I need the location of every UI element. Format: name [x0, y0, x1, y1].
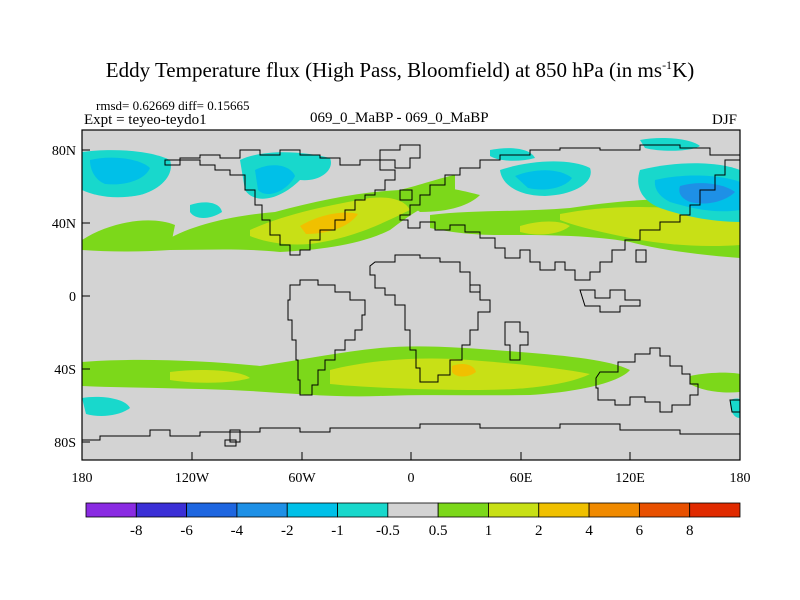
- lon-tick-label: 120W: [175, 471, 210, 486]
- colorbar-swatch: [538, 502, 590, 518]
- contour-fill-green-2: [400, 186, 480, 212]
- map-plot-area: [82, 130, 740, 460]
- contour-fill-cyan-3: [190, 202, 222, 218]
- lat-tick-label: 40N: [52, 217, 76, 232]
- coastline-north-america: [164, 149, 396, 256]
- contour-fill-cyan-6: [490, 148, 535, 161]
- colorbar-swatch: [638, 502, 691, 518]
- contour-fill-yellowgreen-3: [520, 221, 570, 235]
- diff-label: diff= 0.15665: [178, 98, 250, 113]
- center-label: 069_0_MaBP - 069_0_MaBP: [310, 110, 489, 126]
- coastline-indonesia: [579, 289, 641, 313]
- stats-line: rmsd= 0.62669 diff= 0.15665: [96, 98, 249, 114]
- coastline-eurasia: [399, 144, 740, 281]
- colorbar-tick-label: -1: [331, 523, 344, 539]
- colorbar-swatch: [186, 502, 238, 518]
- contour-fill-lightblue-2: [255, 165, 295, 195]
- colorbar-tick-label: -0.5: [376, 523, 400, 539]
- colorbar-tick-label: -4: [231, 523, 244, 539]
- lat-tick-label: 80S: [54, 436, 76, 451]
- colorbar-swatch: [689, 502, 741, 518]
- coastline-madagascar: [504, 321, 529, 361]
- colorbar-swatch: [236, 502, 288, 518]
- coastline-antarctic-peninsula: [229, 429, 241, 443]
- colorbar-swatch: [85, 502, 137, 518]
- colorbar-tick-label: -8: [130, 523, 143, 539]
- lon-tick-label: 60E: [510, 471, 533, 486]
- lat-axis: 80N 40N 0 40S 80S: [52, 144, 90, 451]
- title-tail: K): [672, 58, 695, 82]
- lon-tick-label: 120E: [615, 471, 645, 486]
- coastline-africa: [369, 254, 491, 383]
- lon-axis: 180 120W 60W 0 60E 120E 180: [72, 452, 751, 486]
- contour-fill-cyan-sh: [82, 396, 130, 416]
- contour-fills: [82, 138, 740, 418]
- colorbar-swatch: [588, 502, 640, 518]
- lon-tick-label: 180: [72, 471, 93, 486]
- contour-fill-lightblue-3: [515, 170, 572, 190]
- lon-tick-label: 0: [408, 471, 415, 486]
- colorbar-tick-label: 4: [585, 523, 593, 539]
- colorbar-swatch: [337, 502, 389, 518]
- title-superscript: -1: [662, 58, 673, 72]
- contour-fill-green-sh-2: [690, 372, 740, 393]
- expt-label: Expt = teyeo-teydo1: [84, 112, 207, 128]
- colorbar-swatch: [286, 502, 338, 518]
- contour-fill-orange-sh: [452, 364, 476, 377]
- coastline-australia: [595, 347, 699, 413]
- coastline-uk: [399, 189, 413, 201]
- rmsd-label: rmsd= 0.62669: [96, 98, 175, 113]
- contour-fill-yellowgreen-sh-2: [170, 370, 250, 383]
- contour-fill-orange: [300, 212, 358, 234]
- contour-fill-blue: [679, 183, 735, 204]
- colorbar-tick-label: 2: [535, 523, 543, 539]
- coastlines: [82, 144, 740, 447]
- lat-tick-label: 0: [69, 290, 76, 305]
- lon-tick-label: 60W: [288, 471, 316, 486]
- colorbar-tick-label: -6: [180, 523, 193, 539]
- season-label: DJF: [712, 112, 738, 128]
- contour-fill-green-3: [82, 220, 175, 252]
- coastline-island: [469, 284, 481, 293]
- coastline-japan: [635, 249, 647, 263]
- colorbar: -8 -6 -4 -2 -1 -0.5 0.5 1 2 4 6 8: [85, 502, 741, 539]
- colorbar-swatch: [437, 502, 489, 518]
- colorbar-tick-label: 0.5: [429, 523, 448, 539]
- colorbar-tick-label: 1: [485, 523, 493, 539]
- plot-title: Eddy Temperature flux (High Pass, Bloomf…: [0, 58, 800, 83]
- title-main: Eddy Temperature flux (High Pass, Bloomf…: [105, 58, 663, 82]
- lon-tick-label: 180: [730, 471, 751, 486]
- colorbar-tick-label: 8: [686, 523, 694, 539]
- contour-fill-cyan-sh-2: [730, 398, 740, 418]
- colorbar-tick-label: 6: [636, 523, 644, 539]
- colorbar-swatch: [135, 502, 188, 518]
- coastline-south-america: [287, 279, 366, 396]
- coastline-island-south: [224, 439, 237, 447]
- coastline-greenland: [379, 144, 421, 169]
- coastline-antarctica: [82, 423, 740, 441]
- lat-tick-label: 40S: [54, 363, 76, 378]
- lat-tick-label: 80N: [52, 144, 76, 159]
- colorbar-tick-label: -2: [281, 523, 294, 539]
- colorbar-swatch: [387, 502, 439, 518]
- contour-fill-lightblue: [90, 157, 150, 185]
- colorbar-swatch: [488, 502, 540, 518]
- coastline-new-zealand: [729, 399, 740, 413]
